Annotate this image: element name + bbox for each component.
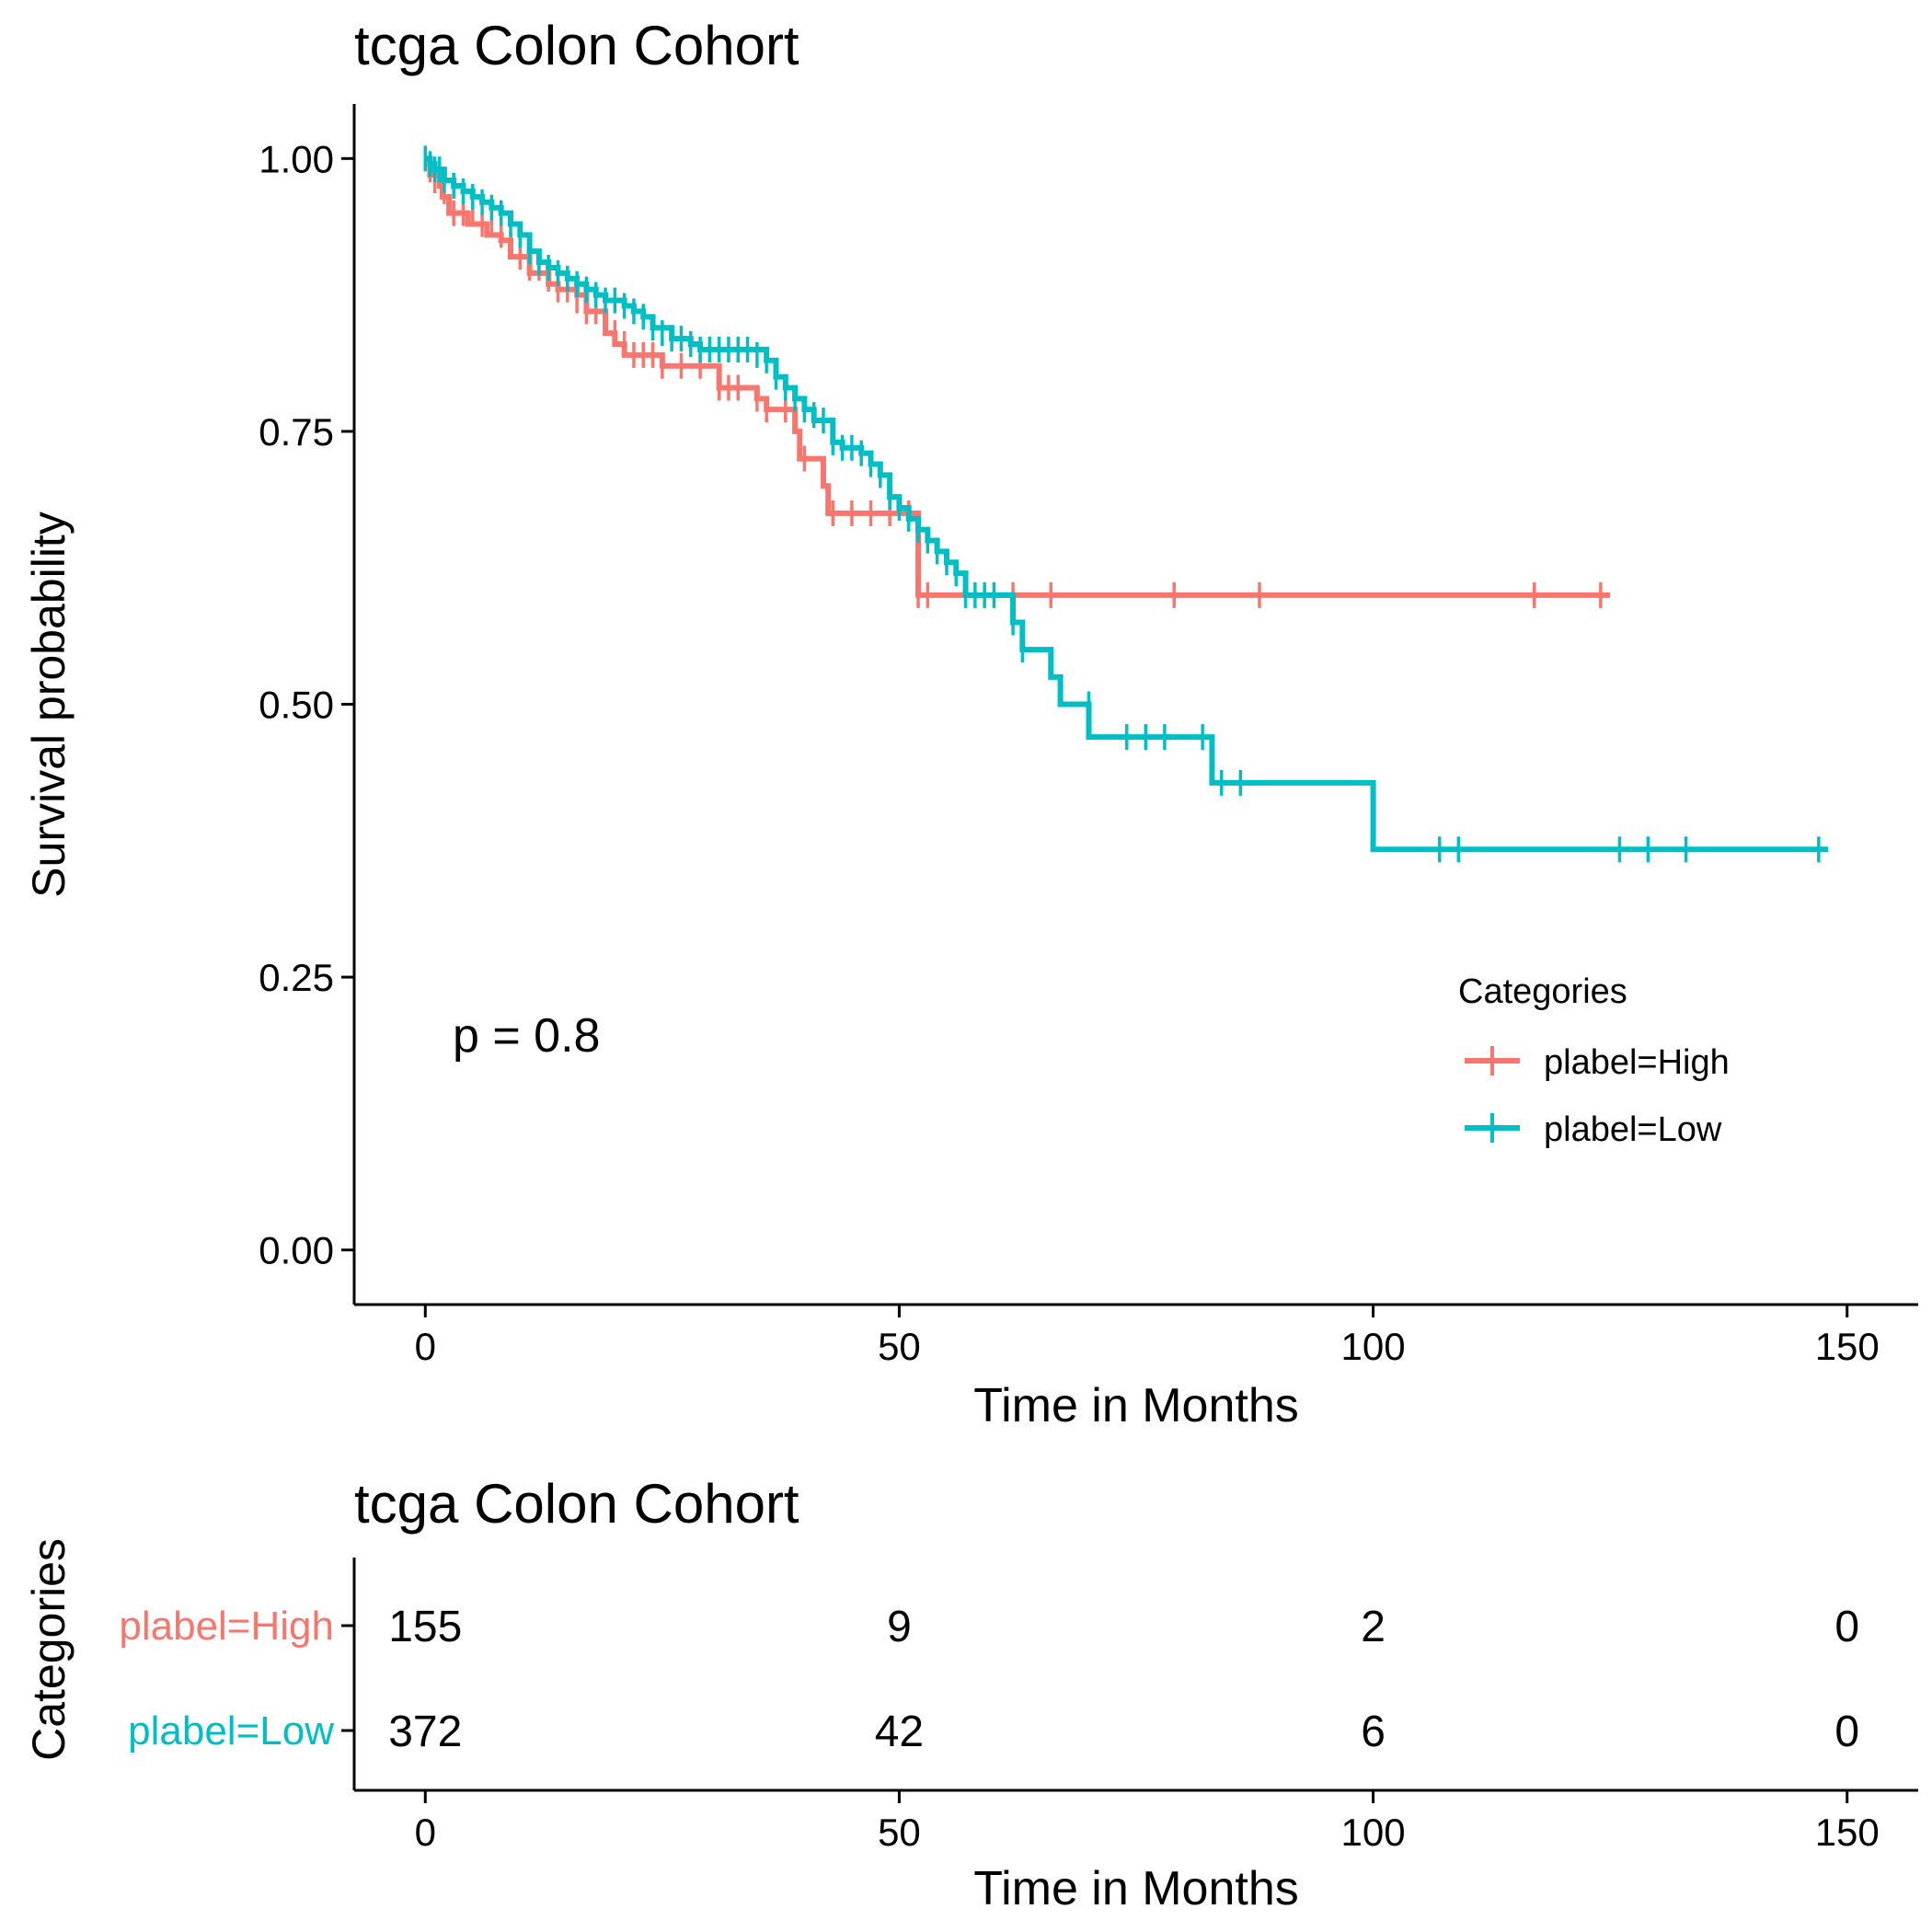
x-tick-label: 150 <box>1815 1325 1880 1368</box>
y-tick-label: 0.50 <box>259 684 334 727</box>
risk-table-title: tcga Colon Cohort <box>354 1473 799 1535</box>
risk-x-tick-label: 0 <box>415 1811 436 1854</box>
p-value-annotation: p = 0.8 <box>453 1009 600 1063</box>
y-axis-ticks: 0.00 0.25 0.50 0.75 1.00 <box>259 137 354 1272</box>
y-tick-label: 0.25 <box>259 956 334 999</box>
legend-label-high: plabel=High <box>1544 1043 1730 1082</box>
x-tick-label: 0 <box>415 1325 436 1368</box>
risk-table-panel: tcga Colon Cohort Categories plabel=High… <box>23 1473 1918 1915</box>
survival-curve-high <box>425 155 1611 598</box>
x-axis-label: Time in Months <box>973 1379 1299 1432</box>
risk-table-rows: plabel=High 155 9 2 0 plabel=Low 372 42 6 0 <box>119 1603 1859 1756</box>
legend: Categories plabel=High plabel=Low <box>1458 972 1730 1149</box>
risk-row-label: plabel=High <box>119 1604 334 1649</box>
risk-count: 155 <box>388 1603 462 1651</box>
y-tick-label: 0.75 <box>259 410 334 454</box>
legend-label-low: plabel=Low <box>1544 1110 1722 1149</box>
risk-table-y-label: Categories <box>23 1538 75 1761</box>
risk-x-tick-label: 100 <box>1341 1811 1406 1854</box>
y-axis-label: Survival probability <box>23 512 75 898</box>
risk-count: 372 <box>388 1708 462 1756</box>
risk-count: 0 <box>1834 1603 1859 1651</box>
plot-title: tcga Colon Cohort <box>354 15 799 76</box>
x-tick-label: 100 <box>1341 1325 1406 1368</box>
y-tick-label: 0.00 <box>259 1229 334 1272</box>
y-tick-label: 1.00 <box>259 137 334 180</box>
legend-title: Categories <box>1458 972 1627 1011</box>
legend-item-low: plabel=Low <box>1465 1110 1722 1149</box>
survival-curves <box>423 145 1829 863</box>
risk-count: 9 <box>887 1603 912 1651</box>
risk-count: 42 <box>875 1708 924 1756</box>
risk-table-x-ticks: 0 50 100 150 <box>415 1790 1880 1854</box>
survival-panel: tcga Colon Cohort Survival probability 0… <box>23 15 1918 1432</box>
x-axis-ticks: 0 50 100 150 <box>415 1305 1880 1368</box>
legend-item-high: plabel=High <box>1465 1043 1730 1082</box>
x-tick-label: 50 <box>878 1325 921 1368</box>
risk-x-tick-label: 50 <box>878 1811 921 1854</box>
risk-x-tick-label: 150 <box>1815 1811 1880 1854</box>
risk-row-label: plabel=Low <box>128 1708 334 1754</box>
risk-count: 2 <box>1361 1603 1386 1651</box>
risk-count: 6 <box>1361 1708 1386 1756</box>
risk-table-x-label: Time in Months <box>973 1862 1299 1915</box>
risk-count: 0 <box>1834 1708 1859 1756</box>
